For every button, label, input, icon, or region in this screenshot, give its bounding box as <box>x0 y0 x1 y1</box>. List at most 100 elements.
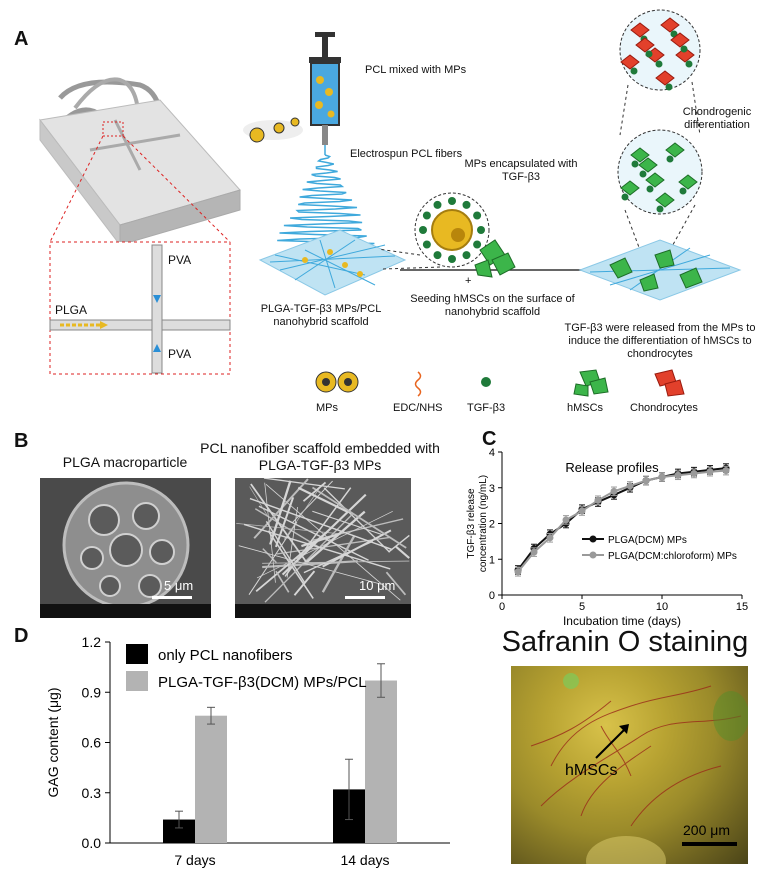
y-tick-label: 0.6 <box>82 735 102 751</box>
category-label: 7 days <box>174 852 215 868</box>
legend-label: PLGA(DCM) MPs <box>608 535 687 546</box>
tube-2 <box>73 77 140 111</box>
nanofiber <box>395 545 410 559</box>
sem-image-macroparticle: 5 μm <box>40 478 211 618</box>
tgf-dot <box>630 67 638 75</box>
seeding-label: Seeding hMSCs on the surface of nanohybr… <box>410 293 575 318</box>
panel-a-label: A <box>14 28 29 50</box>
chondrocyte-cell <box>655 70 675 86</box>
tgf-dot <box>448 255 456 263</box>
data-point <box>690 469 698 477</box>
nanofiber <box>385 571 407 596</box>
fiber-spiral <box>277 154 375 246</box>
release-profile-chart: 0 5 10 15 0 1 2 3 4 Release profiles Incubation ti… <box>466 447 748 628</box>
tgf-dot <box>477 226 485 234</box>
sem-right-scale: 10 μm <box>359 578 396 593</box>
y-axis-label: TGF-β3 releaseconcentration (ng/mL) <box>466 475 489 572</box>
sem-left-scale: 5 μm <box>164 578 194 593</box>
chart-title: Release profiles <box>565 460 659 475</box>
staining-arrow-label: hMSCs <box>565 762 618 779</box>
x-axis-label: Incubation time (days) <box>563 614 681 628</box>
data-point <box>514 568 522 576</box>
x-tick-label: 0 <box>499 601 505 613</box>
panel-d-label: D <box>14 625 29 647</box>
pva-top-label: PVA <box>168 253 192 267</box>
x-tick-label: 10 <box>656 601 668 613</box>
gag-content-chart: 0.0 0.3 0.6 0.9 1.2 GAG content (μg) 7 days 14 … <box>45 634 450 868</box>
nanofiber <box>255 530 329 592</box>
staining-micrograph: hMSCs 200 μm <box>511 666 748 864</box>
tgf-dot <box>680 45 688 53</box>
horizontal-channel <box>49 319 231 331</box>
nanofiber <box>249 497 393 551</box>
nanofiber <box>321 535 356 593</box>
chondrocyte-cell <box>620 54 640 70</box>
tgf-dot <box>656 205 664 213</box>
panel-c-label: C <box>482 428 497 450</box>
nanofiber <box>250 483 309 565</box>
syringe-barrel <box>310 62 340 126</box>
nanofiber <box>274 497 295 548</box>
nanofiber <box>264 512 354 603</box>
nanofiber <box>312 510 383 536</box>
data-point <box>578 507 586 515</box>
chondrogenic-label: Chondrogenic differentiation <box>682 106 752 131</box>
plus-sign: + <box>465 275 472 287</box>
mp-zoom-and-arrow <box>380 192 720 278</box>
legend-tgf: TGF-β3 <box>467 402 506 414</box>
hmsc-cell <box>665 142 685 158</box>
differentiation-illustration <box>578 9 742 301</box>
legend-marker <box>589 551 597 559</box>
nanofiber <box>293 570 316 596</box>
data-point <box>626 482 634 490</box>
y-tick-label: 2 <box>489 519 495 531</box>
tgf-dot <box>685 60 693 68</box>
data-point <box>658 473 666 481</box>
nanofiber <box>302 481 327 502</box>
tgf-dot <box>462 200 471 209</box>
tgf-dot <box>666 155 674 163</box>
microfluidic-device <box>39 77 241 375</box>
legend-chondro: Chondrocytes <box>630 402 698 414</box>
tgf-dot <box>665 83 673 91</box>
tgf-dot <box>448 197 456 205</box>
microparticle <box>431 209 473 251</box>
tgf-dot <box>422 240 431 249</box>
chondrocyte-cell <box>635 37 655 53</box>
hmsc-arrow <box>595 729 625 759</box>
nanofiber <box>265 521 306 583</box>
sem-right-title: PCL nanofiber scaffold embedded with PLG… <box>200 440 440 473</box>
nanofiber <box>262 560 410 564</box>
chip-side-right <box>119 189 241 246</box>
y-tick-label: 0 <box>489 590 495 602</box>
tgf-dot <box>621 193 629 201</box>
tgf-dot <box>433 200 442 209</box>
tgf-dot <box>433 251 442 260</box>
legend-label: PLGA-TGF-β3(DCM) MPs/PCL <box>158 674 367 691</box>
y-tick-label: 3 <box>489 483 495 495</box>
y-tick-label: 1 <box>489 554 495 566</box>
data-point <box>546 534 554 542</box>
fibers-label: Electrospun PCL fibers <box>350 148 463 160</box>
tgf-dot <box>679 187 687 195</box>
tgf-dot <box>422 211 431 220</box>
nanofiber <box>303 540 373 574</box>
tgf-dot <box>639 170 647 178</box>
tgf-dot <box>655 60 663 68</box>
legend-mps: MPs <box>316 402 338 414</box>
nanofiber <box>303 510 366 566</box>
x-tick-label: 5 <box>579 601 585 613</box>
nanofiber <box>297 486 348 513</box>
edc-legend-icon <box>414 371 422 397</box>
hmsc-legend-icon <box>573 369 609 397</box>
legend-label: only PCL nanofibers <box>158 647 293 664</box>
tube-1 <box>58 79 163 111</box>
hmsc-cell <box>678 174 698 190</box>
tgf-legend-icon <box>481 377 491 387</box>
y-tick-label: 0.9 <box>82 684 102 700</box>
mps-encapsulated-label: MPs encapsulated with TGF-β3 <box>464 158 578 183</box>
plga-channel-label: PLGA <box>55 303 88 317</box>
hmsc-cell <box>638 157 658 173</box>
hmsc-cell <box>620 180 640 196</box>
bar <box>163 819 195 843</box>
